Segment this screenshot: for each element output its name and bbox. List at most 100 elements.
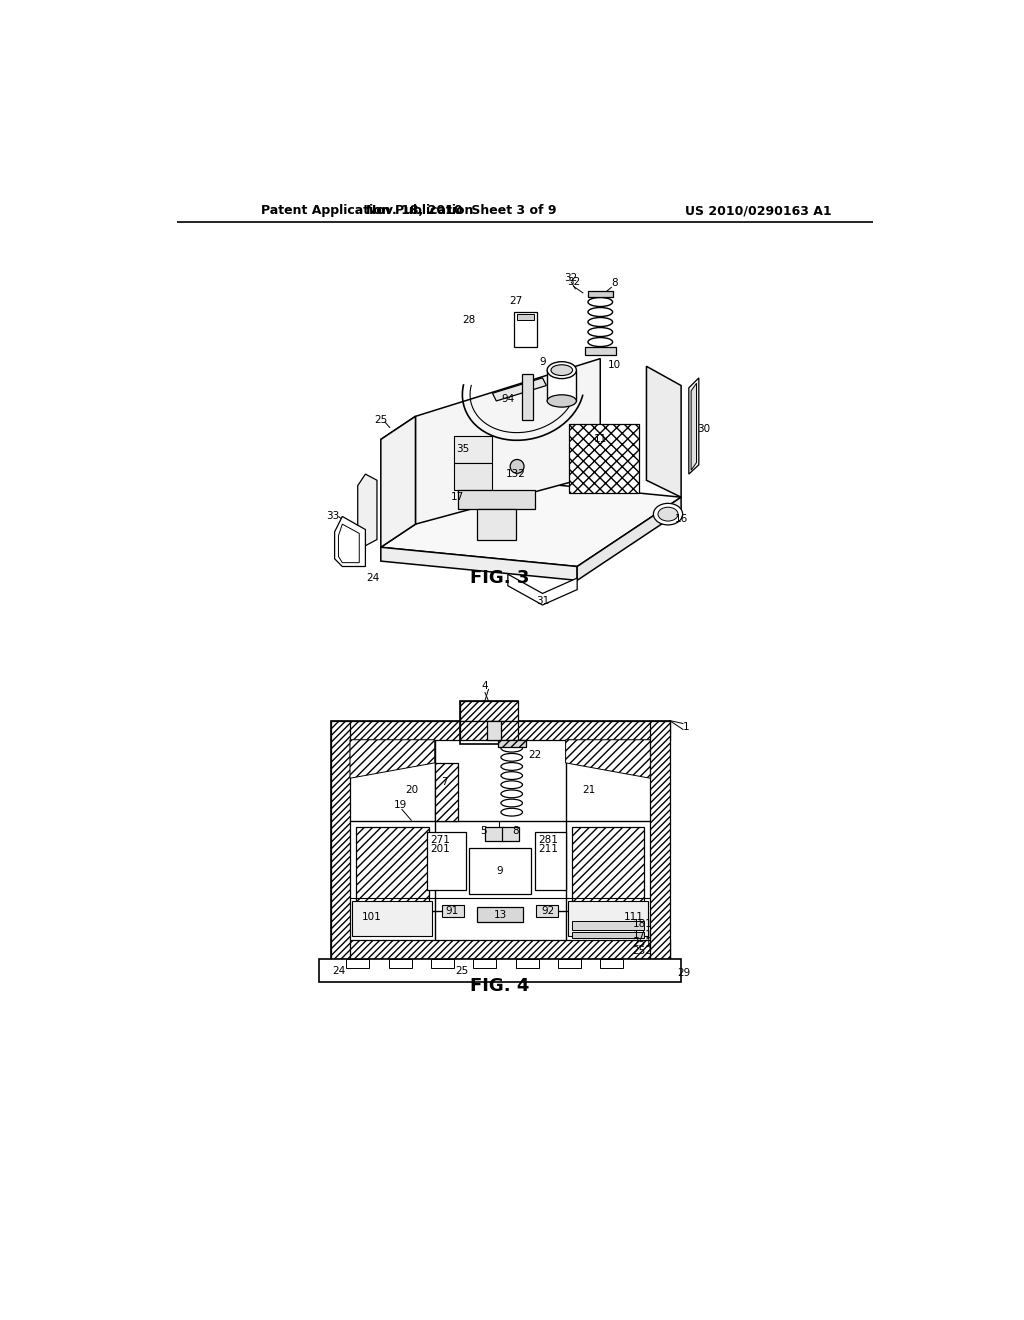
Bar: [600, 960, 624, 969]
Bar: [473, 960, 497, 969]
Bar: [460, 721, 518, 739]
Text: 94: 94: [501, 393, 514, 404]
Bar: [502, 826, 518, 841]
Text: 211: 211: [538, 843, 558, 854]
Polygon shape: [646, 367, 681, 498]
Text: 33: 33: [326, 511, 339, 521]
Text: 10: 10: [607, 360, 621, 370]
Polygon shape: [381, 548, 578, 581]
Polygon shape: [493, 378, 547, 401]
Text: 35: 35: [457, 445, 470, 454]
Text: 8: 8: [610, 279, 617, 288]
Text: 16: 16: [675, 513, 688, 524]
Text: 132: 132: [506, 469, 525, 479]
Bar: [331, 721, 350, 960]
Text: 271: 271: [430, 834, 450, 845]
Bar: [477, 907, 523, 923]
Bar: [442, 906, 464, 917]
Text: 30: 30: [697, 425, 711, 434]
Text: 17: 17: [452, 492, 465, 502]
Ellipse shape: [658, 507, 678, 521]
Text: 32: 32: [566, 277, 580, 286]
Text: 27: 27: [509, 296, 522, 306]
Polygon shape: [381, 416, 416, 548]
Bar: [558, 960, 581, 969]
Bar: [517, 314, 535, 321]
Bar: [454, 462, 493, 490]
Ellipse shape: [653, 503, 683, 525]
Text: 111: 111: [624, 912, 643, 921]
Bar: [571, 826, 644, 933]
Text: 22: 22: [528, 750, 542, 760]
Bar: [537, 906, 558, 917]
Text: Patent Application Publication: Patent Application Publication: [261, 205, 474, 218]
Text: 1: 1: [683, 722, 690, 731]
Bar: [319, 960, 681, 982]
Text: 9: 9: [497, 866, 504, 875]
Text: 171: 171: [633, 931, 652, 940]
Text: 91: 91: [445, 906, 459, 916]
Bar: [498, 739, 525, 747]
Text: 251: 251: [633, 939, 652, 948]
Text: 28: 28: [463, 315, 476, 325]
Bar: [388, 960, 412, 969]
Text: 25: 25: [374, 416, 387, 425]
Polygon shape: [508, 574, 578, 605]
Bar: [431, 960, 454, 969]
Text: 5: 5: [480, 826, 486, 837]
Bar: [435, 763, 458, 821]
Text: 24: 24: [332, 966, 345, 975]
Polygon shape: [339, 524, 359, 562]
Text: FIG. 4: FIG. 4: [470, 977, 529, 995]
Text: 20: 20: [406, 785, 418, 795]
Bar: [498, 739, 525, 747]
Text: 21: 21: [582, 785, 595, 795]
Ellipse shape: [547, 395, 577, 407]
Bar: [458, 490, 535, 508]
Text: 25: 25: [455, 966, 468, 975]
Bar: [331, 721, 670, 739]
Bar: [454, 436, 493, 462]
Bar: [514, 313, 538, 347]
Bar: [477, 508, 515, 540]
Bar: [568, 902, 648, 936]
Bar: [650, 721, 670, 960]
Text: 19: 19: [393, 800, 407, 810]
Text: 201: 201: [430, 843, 450, 854]
Bar: [487, 721, 501, 739]
Text: 92: 92: [542, 906, 555, 916]
Polygon shape: [350, 739, 435, 779]
Bar: [521, 374, 532, 420]
Text: 181: 181: [633, 919, 652, 929]
Circle shape: [510, 459, 524, 474]
Polygon shape: [578, 498, 681, 581]
Text: 8: 8: [512, 826, 519, 837]
Bar: [460, 701, 518, 721]
Ellipse shape: [547, 362, 577, 379]
Bar: [469, 847, 531, 894]
Bar: [547, 370, 577, 401]
Bar: [515, 960, 539, 969]
Text: 281: 281: [538, 834, 558, 845]
Polygon shape: [381, 478, 681, 566]
Text: US 2010/0290163 A1: US 2010/0290163 A1: [685, 205, 831, 218]
Bar: [588, 290, 612, 297]
Text: 11: 11: [594, 434, 607, 445]
Text: 29: 29: [677, 968, 690, 978]
Text: 32: 32: [564, 273, 578, 282]
Text: 9: 9: [540, 358, 546, 367]
Polygon shape: [335, 516, 366, 566]
Bar: [535, 832, 565, 890]
Text: 101: 101: [361, 912, 382, 921]
Text: 4: 4: [481, 681, 488, 690]
Ellipse shape: [551, 364, 572, 376]
Bar: [460, 701, 518, 743]
Bar: [571, 932, 644, 939]
Polygon shape: [357, 474, 377, 545]
Polygon shape: [416, 359, 600, 524]
Bar: [331, 940, 670, 960]
Text: 13: 13: [494, 909, 507, 920]
Bar: [569, 424, 639, 494]
Text: Nov. 18, 2010  Sheet 3 of 9: Nov. 18, 2010 Sheet 3 of 9: [367, 205, 557, 218]
Polygon shape: [565, 739, 650, 779]
